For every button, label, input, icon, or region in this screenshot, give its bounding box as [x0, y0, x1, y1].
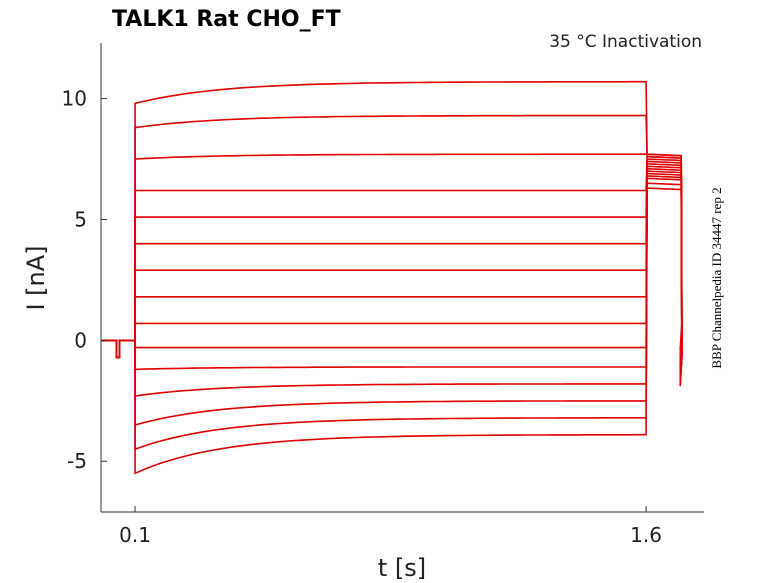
chart-subtitle: 35 °C Inactivation	[549, 32, 702, 52]
current-trace	[101, 175, 683, 397]
chart-title: TALK1 Rat CHO_FT	[112, 7, 341, 32]
x-ticks: 0.1 1.6	[119, 506, 662, 547]
y-tick-label: 10	[62, 87, 87, 111]
x-tick-label: 1.6	[630, 523, 662, 547]
current-trace	[101, 177, 683, 427]
current-trace	[101, 158, 683, 367]
current-trace	[101, 80, 683, 359]
y-tick-label: 5	[74, 207, 87, 231]
x-tick-label: 0.1	[119, 523, 151, 547]
y-tick-label: -5	[67, 449, 87, 473]
current-trace	[101, 163, 683, 372]
side-note: BBP Channelpedia ID 34447 rep 2	[709, 187, 724, 368]
y-ticks: 10 5 0 -5	[62, 87, 107, 473]
current-trace	[101, 153, 683, 360]
current-trace	[101, 167, 683, 377]
current-trace	[101, 170, 683, 380]
current-trace	[101, 182, 683, 451]
plot-area: 10 5 0 -5 0.1 1.6	[62, 43, 704, 547]
y-axis-label: I [nA]	[22, 245, 50, 310]
current-trace	[101, 165, 683, 375]
current-trace	[101, 114, 683, 359]
current-trace	[101, 172, 683, 382]
traces	[101, 80, 683, 475]
y-tick-label: 0	[74, 328, 87, 352]
current-trace	[101, 187, 683, 475]
current-trace	[101, 160, 683, 370]
current-trace	[101, 155, 683, 365]
x-axis-label: t [s]	[378, 554, 426, 582]
